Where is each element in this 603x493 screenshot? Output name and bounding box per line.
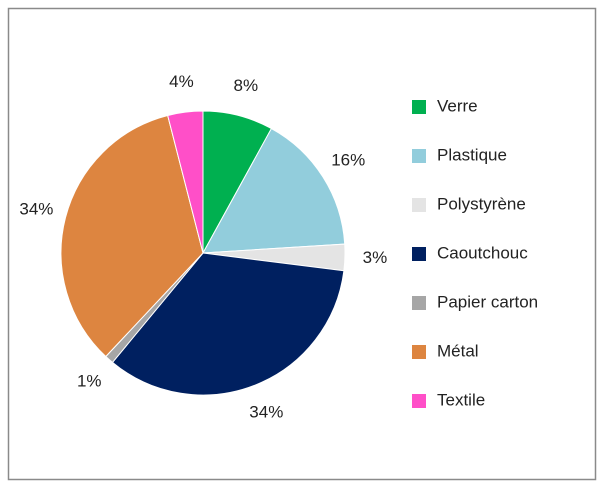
legend-label: Caoutchouc <box>437 243 528 262</box>
data-label: 34% <box>19 200 53 219</box>
pie-slice <box>167 110 204 254</box>
data-label: 16% <box>331 150 365 169</box>
data-label: 1% <box>77 372 102 391</box>
legend-swatch <box>412 100 426 114</box>
legend-swatch <box>412 198 426 212</box>
data-label: 8% <box>233 76 258 95</box>
legend-label: Métal <box>437 341 479 360</box>
legend-label: Plastique <box>437 145 507 164</box>
pie-slice <box>60 114 204 358</box>
legend-label: Polystyrène <box>437 194 526 213</box>
legend-label: Textile <box>437 390 485 409</box>
legend-label: Papier carton <box>437 292 538 311</box>
legend-swatch <box>412 247 426 261</box>
pie-slice <box>111 252 345 396</box>
legend-swatch <box>412 394 426 408</box>
legend-label: Verre <box>437 96 478 115</box>
pie-slice <box>202 127 346 254</box>
data-label: 34% <box>249 402 283 421</box>
legend-swatch <box>412 345 426 359</box>
legend-swatch <box>412 149 426 163</box>
legend-swatch <box>412 296 426 310</box>
data-label: 4% <box>169 72 194 91</box>
data-label: 3% <box>363 248 388 267</box>
